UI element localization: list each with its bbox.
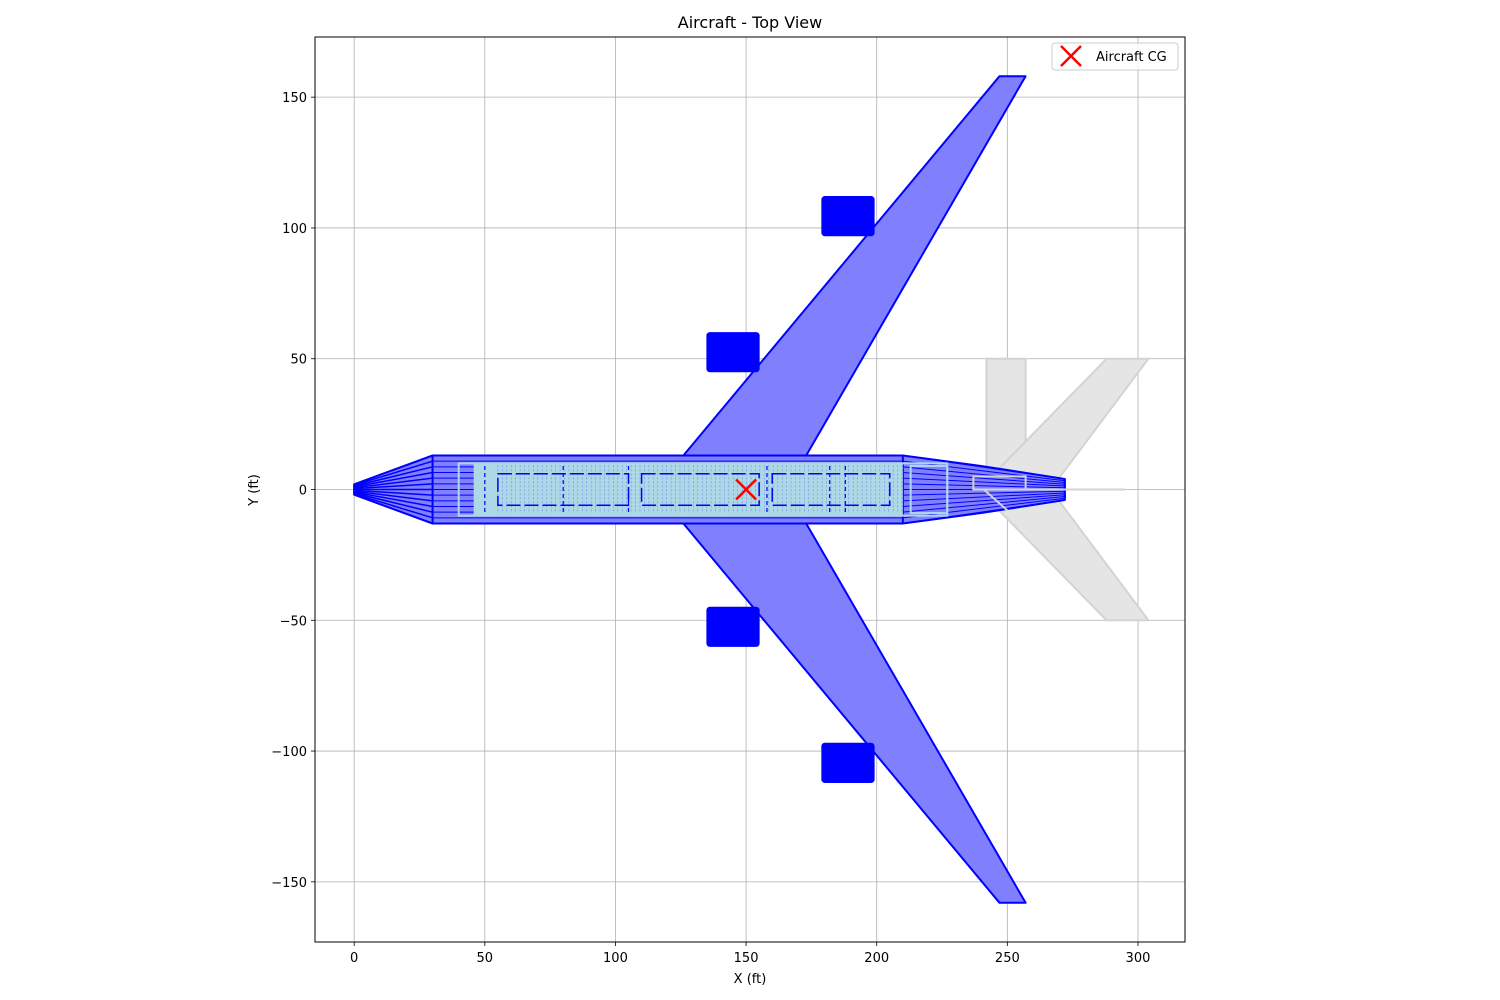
fuselage-loft-line <box>902 483 1065 489</box>
fuselage-loft-line <box>902 466 1065 484</box>
chart-title: Aircraft - Top View <box>678 13 822 32</box>
y-tick-label: 100 <box>282 222 307 237</box>
aisle-section <box>771 473 891 506</box>
fuselage-loft-line <box>353 454 433 485</box>
fuselage-loft-line <box>902 471 1065 485</box>
x-tick-label: 300 <box>1126 951 1151 966</box>
fuselage-loft-line <box>902 490 1065 496</box>
y-tick-label: −50 <box>280 614 307 629</box>
fuselage-loft-line <box>902 477 1065 487</box>
aircraft-cg-marker <box>735 478 757 501</box>
aisle-section <box>640 473 760 506</box>
fuselage-loft-line <box>354 492 433 513</box>
engine-nacelle <box>706 606 760 647</box>
x-tick-label: 150 <box>734 951 759 966</box>
x-axis-ticks: 0 50 100 150 200 250 300 <box>350 942 1150 966</box>
fuselage-loft-line <box>354 483 433 490</box>
fuselage-loft-line <box>902 499 1065 524</box>
aft-galley <box>909 464 949 515</box>
y-axis-label: Y (ft) <box>247 474 262 507</box>
fuselage-loft-line <box>353 493 433 519</box>
fuselage-loft-line <box>902 455 1065 480</box>
fuselage-loft-line <box>354 466 433 487</box>
aircraft-drawing <box>353 75 1150 904</box>
y-tick-label: 0 <box>299 484 307 499</box>
fuselage-loft-line <box>902 495 1065 513</box>
fuselage-loft-line <box>353 494 433 525</box>
fuselage-loft-line <box>354 490 433 502</box>
fuselage-loft-line <box>902 497 1065 519</box>
cg-stroke <box>735 478 757 501</box>
y-tick-label: 150 <box>282 91 307 106</box>
cabin-floor <box>473 463 903 516</box>
fuselage-loft-line <box>354 477 433 489</box>
legend: Aircraft CG <box>1051 42 1179 71</box>
x-tick-label: 50 <box>477 951 494 966</box>
fuselage-loft-line <box>354 489 433 496</box>
x-axis-label: X (ft) <box>734 972 767 987</box>
y-tick-label: 50 <box>290 353 307 368</box>
engine-nacelle <box>821 742 875 783</box>
x-tick-label: 100 <box>603 951 628 966</box>
fuselage-loft-line <box>354 491 433 508</box>
fuselage-loft-line <box>902 492 1065 502</box>
legend-cg-marker <box>1060 45 1082 67</box>
fuselage-loft-line <box>354 471 433 488</box>
fuselage-loft-line <box>902 460 1065 482</box>
fuselage-loft-line <box>902 494 1065 508</box>
engine-nacelle <box>706 332 760 373</box>
legend-box <box>1051 42 1179 71</box>
y-axis-ticks: −150 −100 −50 0 50 100 150 <box>271 91 315 891</box>
tail-strut <box>983 488 1009 512</box>
fuselage-loft-line <box>353 460 433 486</box>
x-tick-label: 250 <box>995 951 1020 966</box>
x-tick-label: 0 <box>350 951 358 966</box>
y-tick-label: −100 <box>271 745 307 760</box>
legend-label-aircraft-cg: Aircraft CG <box>1096 50 1167 65</box>
engine-nacelle <box>821 196 875 237</box>
x-tick-label: 200 <box>864 951 889 966</box>
y-tick-label: −150 <box>271 876 307 891</box>
